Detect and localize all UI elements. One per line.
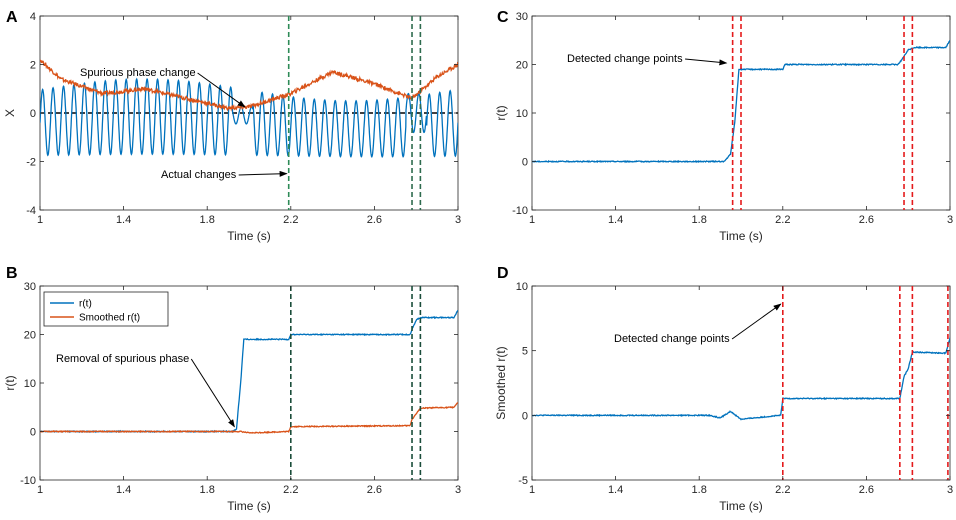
y-axis-label: r(t)	[494, 105, 508, 120]
panel-label: C	[497, 9, 509, 26]
x-tick-label: 1.4	[116, 214, 131, 226]
annotation-arrow	[238, 170, 288, 177]
y-tick-label: 0	[522, 157, 528, 169]
x-axis-label: Time (s)	[227, 229, 271, 243]
y-tick-label: -2	[26, 157, 36, 169]
x-tick-label: 1	[529, 214, 535, 226]
plot-area	[532, 16, 950, 210]
plot-area	[40, 16, 458, 210]
annotation-text: Spurious phase change	[80, 67, 196, 79]
y-tick-label: 0	[30, 427, 36, 439]
x-tick-label: 2.2	[775, 484, 790, 496]
y-tick-label: 5	[522, 346, 528, 358]
panel-c: 1 1.4 1.8 2.2 2.6 3 -10 0 10 20 30 Time (s) r(t) C Det…	[494, 9, 953, 243]
annotation-arrow	[731, 303, 782, 340]
series-line-r-t-	[532, 39, 950, 164]
x-tick-label: 1	[37, 214, 43, 226]
y-tick-label: 20	[516, 60, 528, 72]
x-tick-label: 2.6	[367, 484, 382, 496]
legend-box	[43, 291, 169, 327]
annotation-text: Removal of spurious phase	[56, 353, 189, 365]
x-tick-label: 1.8	[200, 484, 215, 496]
panel-label: D	[497, 265, 509, 282]
x-tick-label: 2.2	[775, 214, 790, 226]
x-tick-label: 3	[455, 214, 461, 226]
x-tick-label: 1.8	[692, 484, 707, 496]
x-tick-label: 1	[529, 484, 535, 496]
x-axis-label: Time (s)	[719, 229, 763, 243]
plot-area	[532, 286, 950, 480]
y-tick-label: 30	[24, 281, 36, 293]
panel-b: 1 1.4 1.8 2.2 2.6 3 -10 0 10 20 30 Time (s) r(t) B Rem…	[3, 265, 461, 513]
series-line-smoothed-r-t-	[532, 337, 950, 421]
x-tick-label: 1.4	[116, 484, 131, 496]
legend-entry: r(t)	[79, 299, 92, 310]
y-axis-label: Smoothed r(t)	[494, 346, 508, 419]
x-tick-label: 2.2	[283, 484, 298, 496]
y-tick-label: 10	[24, 378, 36, 390]
x-tick-label: 2.6	[859, 484, 874, 496]
y-tick-label: 4	[30, 11, 36, 23]
panel-a: 1 1.4 1.8 2.2 2.6 3 -4 -2 0 2 4 Time (s) X A Spurious …	[3, 9, 461, 243]
annotation-text: Detected change points	[567, 53, 683, 65]
x-tick-label: 3	[947, 214, 953, 226]
series-line-smoothed-r-t-	[40, 401, 458, 434]
legend: r(t) Smoothed r(t)	[43, 291, 169, 327]
y-tick-label: -4	[26, 205, 36, 217]
y-axis-label: r(t)	[3, 375, 17, 390]
x-axis-label: Time (s)	[719, 499, 763, 513]
y-axis-label: X	[3, 109, 17, 117]
x-tick-label: 1.4	[608, 214, 623, 226]
x-tick-label: 3	[455, 484, 461, 496]
y-tick-label: -10	[20, 475, 36, 487]
axes-box	[531, 285, 951, 481]
x-tick-label: 3	[947, 484, 953, 496]
y-tick-label: 2	[30, 60, 36, 72]
y-tick-label: -5	[518, 475, 528, 487]
panel-label: B	[6, 265, 18, 282]
panel-label: A	[6, 9, 18, 26]
y-tick-label: -10	[512, 205, 528, 217]
x-tick-label: 1.4	[608, 484, 623, 496]
y-tick-label: 20	[24, 330, 36, 342]
axes-box	[39, 285, 459, 481]
y-tick-label: 10	[516, 108, 528, 120]
annotation-arrow	[197, 72, 246, 108]
x-tick-label: 2.2	[283, 214, 298, 226]
y-tick-label: 30	[516, 11, 528, 23]
annotation-arrow	[685, 58, 728, 66]
series-line-envelope	[40, 59, 458, 112]
x-tick-label: 2.6	[859, 214, 874, 226]
y-tick-label: 10	[516, 281, 528, 293]
x-axis-label: Time (s)	[227, 499, 271, 513]
x-tick-label: 2.6	[367, 214, 382, 226]
series-line-signal	[40, 77, 458, 159]
annotation-arrow	[190, 358, 235, 428]
plot-area	[40, 286, 458, 480]
x-tick-label: 1	[37, 484, 43, 496]
y-tick-label: 0	[522, 410, 528, 422]
panel-d: 1 1.4 1.8 2.2 2.6 3 -5 0 5 10 Time (s) Smoothed r(t…	[494, 265, 953, 513]
y-tick-label: 0	[30, 108, 36, 120]
x-tick-label: 1.8	[200, 214, 215, 226]
legend-entry: Smoothed r(t)	[79, 313, 140, 324]
annotation-text: Actual changes	[161, 169, 237, 181]
annotation-text: Detected change points	[614, 333, 730, 345]
x-tick-label: 1.8	[692, 214, 707, 226]
